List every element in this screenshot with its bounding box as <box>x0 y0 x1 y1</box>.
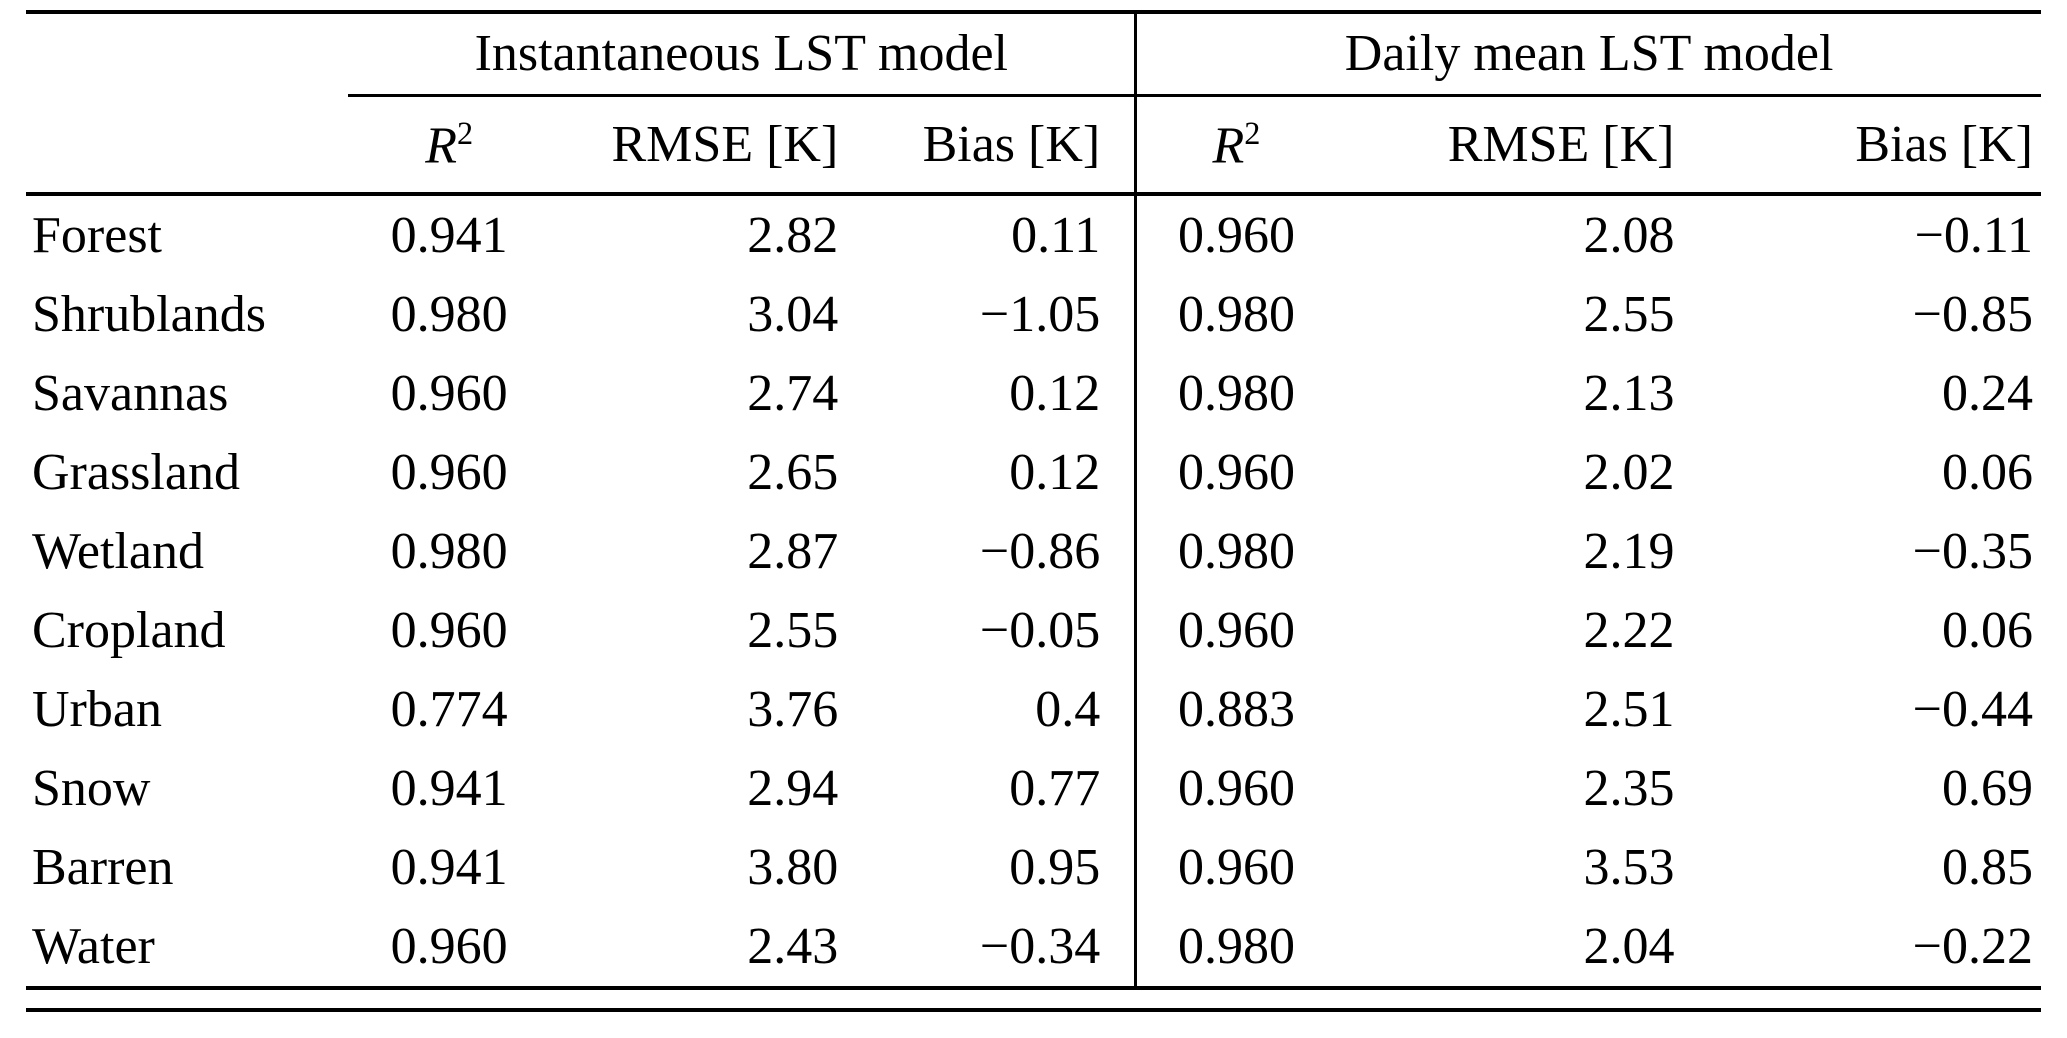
daily-rmse-value: 2.35 <box>1583 759 1675 817</box>
land-cover-label: Grassland <box>32 443 240 501</box>
daily-r2-value: 0.960 <box>1134 749 1336 828</box>
daily-r2-value: 0.960 <box>1134 828 1336 907</box>
daily-r2-value: 0.960 <box>1134 196 1336 275</box>
daily-bias-value: 0.06 <box>1942 601 2033 659</box>
inst-rmse-value: 3.80 <box>747 838 839 896</box>
land-cover-label: Barren <box>32 838 174 896</box>
daily-bias-value: 0.69 <box>1942 759 2033 817</box>
table-row: Grassland 0.960 2.65 0.12 0.960 2.02 0.0… <box>26 433 2041 512</box>
table-row: Barren 0.941 3.80 0.95 0.960 3.53 0.85 <box>26 828 2041 907</box>
table-row: Water 0.960 2.43 −0.34 0.980 2.04 −0.22 <box>26 907 2041 990</box>
inst-bias-value: 0.77 <box>1009 759 1101 817</box>
inst-r2-header: R2 <box>348 97 550 196</box>
land-cover-label: Cropland <box>32 601 226 659</box>
inst-bias-value: 0.11 <box>1011 206 1101 264</box>
daily-r2-value: 0.960 <box>1134 433 1336 512</box>
daily-r2-value: 0.980 <box>1134 512 1336 591</box>
inst-bias-value: −0.05 <box>979 601 1101 659</box>
land-cover-label: Shrublands <box>32 285 266 343</box>
daily-bias-value: 0.06 <box>1942 443 2033 501</box>
inst-r2-value: 0.980 <box>390 522 508 580</box>
inst-bias-value: −0.34 <box>872 907 1135 990</box>
inst-r2-value: 0.774 <box>390 680 508 738</box>
daily-rmse-value: 2.19 <box>1583 522 1675 580</box>
lst-validation-table: Instantaneous LST model Daily mean LST m… <box>26 10 2041 990</box>
daily-bias-header: Bias [K] <box>1708 97 2041 196</box>
inst-bias-header: Bias [K] <box>872 97 1135 196</box>
inst-bias-value: 0.4 <box>1035 680 1101 738</box>
inst-rmse-value: 2.87 <box>747 522 839 580</box>
daily-r2-value: 0.980 <box>1134 354 1336 433</box>
group-header-row: Instantaneous LST model Daily mean LST m… <box>26 14 2041 97</box>
empty-header-cell <box>26 97 349 196</box>
daily-r2-value: 0.883 <box>1134 670 1336 749</box>
daily-rmse-value: 2.04 <box>1335 907 1709 990</box>
daily-r2-value: 0.980 <box>1134 907 1336 990</box>
inst-bias-value: 0.12 <box>1009 443 1101 501</box>
inst-rmse-value: 2.94 <box>747 759 839 817</box>
inst-bias-value: −0.86 <box>979 522 1101 580</box>
daily-bias-value: 0.85 <box>1942 838 2033 896</box>
daily-bias-value: −0.35 <box>1912 522 2033 580</box>
daily-bias-value: −0.44 <box>1912 680 2033 738</box>
instantaneous-model-group-header: Instantaneous LST model <box>348 14 1135 97</box>
inst-rmse-value: 3.04 <box>747 285 839 343</box>
inst-r2-value: 0.941 <box>390 759 508 817</box>
land-cover-label: Forest <box>32 206 162 264</box>
inst-bias-value: 0.12 <box>1009 364 1101 422</box>
table-row: Cropland 0.960 2.55 −0.05 0.960 2.22 0.0… <box>26 591 2041 670</box>
inst-rmse-value: 2.74 <box>747 364 839 422</box>
r2-exponent: 2 <box>1244 114 1261 151</box>
table-row: Wetland 0.980 2.87 −0.86 0.980 2.19 −0.3… <box>26 512 2041 591</box>
inst-rmse-value: 3.76 <box>747 680 839 738</box>
inst-rmse-value: 2.82 <box>747 206 839 264</box>
table-row: Savannas 0.960 2.74 0.12 0.980 2.13 0.24 <box>26 354 2041 433</box>
daily-rmse-value: 2.55 <box>1583 285 1675 343</box>
daily-rmse-value: 2.02 <box>1583 443 1675 501</box>
daily-bias-value: 0.24 <box>1942 364 2033 422</box>
r2-symbol: R <box>425 117 457 175</box>
inst-rmse-value: 2.43 <box>549 907 873 990</box>
daily-rmse-value: 2.22 <box>1583 601 1675 659</box>
land-cover-label: Wetland <box>32 522 204 580</box>
daily-rmse-value: 2.51 <box>1583 680 1675 738</box>
inst-r2-value: 0.960 <box>348 907 550 990</box>
daily-r2-value: 0.960 <box>1134 591 1336 670</box>
inst-bias-value: −1.05 <box>979 285 1101 343</box>
daily-bias-value: −0.22 <box>1708 907 2041 990</box>
daily-rmse-value: 3.53 <box>1583 838 1675 896</box>
daily-r2-value: 0.980 <box>1134 275 1336 354</box>
daily-rmse-value: 2.08 <box>1583 206 1675 264</box>
table-row: Shrublands 0.980 3.04 −1.05 0.980 2.55 −… <box>26 275 2041 354</box>
daily-model-group-header: Daily mean LST model <box>1134 14 2041 97</box>
daily-bias-value: −0.85 <box>1912 285 2033 343</box>
inst-rmse-header: RMSE [K] <box>549 97 873 196</box>
daily-rmse-value: 2.13 <box>1583 364 1675 422</box>
empty-corner-cell <box>26 14 348 97</box>
inst-r2-value: 0.960 <box>390 364 508 422</box>
inst-r2-value: 0.960 <box>390 601 508 659</box>
land-cover-label: Savannas <box>32 364 229 422</box>
inst-bias-value: 0.95 <box>1009 838 1101 896</box>
land-cover-label: Snow <box>32 759 151 817</box>
daily-bias-value: −0.11 <box>1914 206 2033 264</box>
inst-r2-value: 0.941 <box>390 206 508 264</box>
inst-rmse-value: 2.55 <box>747 601 839 659</box>
land-cover-label: Water <box>26 907 349 990</box>
daily-r2-header: R2 <box>1134 97 1336 196</box>
table-row: Snow 0.941 2.94 0.77 0.960 2.35 0.69 <box>26 749 2041 828</box>
table-row: Forest 0.941 2.82 0.11 0.960 2.08 −0.11 <box>26 196 2041 275</box>
table-row: Urban 0.774 3.76 0.4 0.883 2.51 −0.44 <box>26 670 2041 749</box>
inst-rmse-value: 2.65 <box>747 443 839 501</box>
column-header-row: R2 RMSE [K] Bias [K] R2 RMSE [K] Bias [K… <box>26 97 2041 196</box>
bottom-double-rule <box>26 1008 2041 1012</box>
inst-r2-value: 0.960 <box>390 443 508 501</box>
inst-r2-value: 0.980 <box>390 285 508 343</box>
inst-r2-value: 0.941 <box>390 838 508 896</box>
land-cover-label: Urban <box>32 680 162 738</box>
daily-rmse-header: RMSE [K] <box>1335 97 1709 196</box>
lst-validation-table-wrapper: Instantaneous LST model Daily mean LST m… <box>26 10 2041 1012</box>
r2-exponent: 2 <box>456 114 474 151</box>
r2-symbol: R <box>1212 117 1245 175</box>
